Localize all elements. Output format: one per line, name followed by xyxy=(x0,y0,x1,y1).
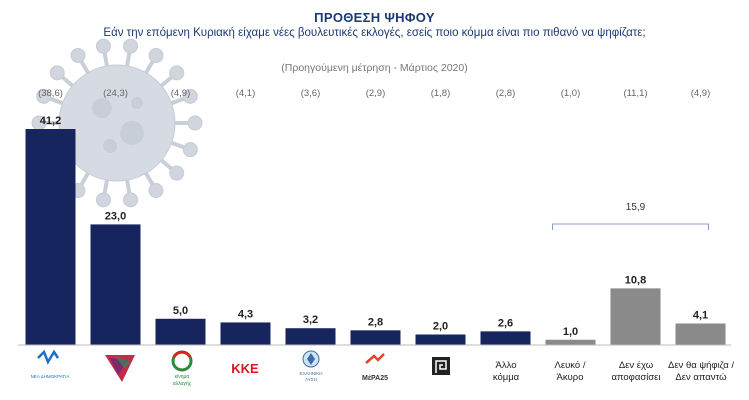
kinal-logo-text-1: κίνημα xyxy=(175,374,190,380)
bar-10 xyxy=(675,323,726,345)
previous-value-label: (38,6) xyxy=(38,88,63,99)
previous-value-label: (1,0) xyxy=(561,88,581,99)
bar-value-label: 4,3 xyxy=(238,308,253,320)
bar-4 xyxy=(285,328,336,345)
x-label-novote-2: Δεν απαντώ xyxy=(675,372,727,383)
bar-5 xyxy=(350,330,401,345)
chart-subtitle: Εάν την επόμενη Κυριακή είχαμε νέες βουλ… xyxy=(103,27,646,39)
bar-3 xyxy=(220,322,271,345)
nd-logo-text: ΝΕΑ ΔΗΜΟΚΡΑΤΙΑ xyxy=(31,374,70,379)
coronavirus-watermark-icon xyxy=(31,38,203,208)
bracket-line xyxy=(552,223,709,230)
bar-9 xyxy=(610,288,661,345)
bar-value-label: 3,2 xyxy=(303,314,318,326)
x-label-undecided-1: Δεν έχω xyxy=(619,360,654,371)
bracket-label: 15,9 xyxy=(626,202,646,213)
bar-value-label: 2,8 xyxy=(368,316,383,328)
previous-value-label: (1,8) xyxy=(431,88,451,99)
x-label-novote-1: Δεν θα ψήφιζα / xyxy=(668,360,734,371)
previous-value-label: (2,8) xyxy=(496,88,516,99)
previous-value-label: (3,6) xyxy=(301,88,321,99)
bar-value-label: 23,0 xyxy=(105,210,126,222)
elliniki-logo-text-1: ΕΛΛΗΝΙΚΗ xyxy=(299,371,322,376)
bar-2 xyxy=(155,318,206,345)
bar-value-label: 2,0 xyxy=(433,321,448,333)
previous-value-label: (4,9) xyxy=(171,88,191,99)
kke-logo-text: ΚΚΕ xyxy=(231,361,259,376)
previous-value-label: (4,9) xyxy=(691,88,711,99)
x-label-undecided-2: αποφασίσει xyxy=(611,372,660,383)
bar-6 xyxy=(415,334,466,345)
xrysi-avgi-logo-icon xyxy=(432,357,450,375)
chart-title: ΠΡΟΘΕΣΗ ΨΗΦΟΥ xyxy=(314,10,435,25)
elliniki-logo-text-2: ΛΥΣΗ xyxy=(305,377,317,382)
x-label-other-2: κόμμα xyxy=(493,372,520,383)
previous-value-label: (4,1) xyxy=(236,88,256,99)
bar-value-label: 4,1 xyxy=(693,310,708,322)
syriza-logo-icon xyxy=(105,355,135,382)
previous-value-label: (24,3) xyxy=(103,88,128,99)
bar-8 xyxy=(545,339,596,345)
bar-0 xyxy=(25,129,76,345)
previous-value-label: (2,9) xyxy=(366,88,386,99)
x-label-other-1: Άλλο xyxy=(496,360,517,371)
bar-7 xyxy=(480,331,531,345)
bar-value-label: 10,8 xyxy=(625,274,646,286)
mera25-logo-text: ΜέΡΑ25 xyxy=(362,375,388,382)
previous-measurement-note: (Προηγούμενη μέτρηση - Μάρτιος 2020) xyxy=(281,62,468,74)
bar-1 xyxy=(90,224,141,345)
x-label-blank-2: Άκυρο xyxy=(557,372,584,383)
mera25-logo-icon: ΜέΡΑ25 xyxy=(362,353,388,382)
previous-value-label: (11,1) xyxy=(623,88,647,99)
bar-value-label: 1,0 xyxy=(563,326,578,338)
bar-value-label: 2,6 xyxy=(498,317,513,329)
kinal-logo-icon: κίνημα αλλαγής xyxy=(171,350,193,387)
kinal-logo-text-2: αλλαγής xyxy=(173,380,192,387)
bar-value-label: 5,0 xyxy=(173,305,188,317)
nd-logo-icon: ΝΕΑ ΔΗΜΟΚΡΑΤΙΑ xyxy=(31,349,70,379)
x-label-blank-1: Λευκό / xyxy=(555,360,586,371)
bar-value-label: 41,2 xyxy=(40,115,61,127)
elliniki-lysi-logo-icon: ΕΛΛΗΝΙΚΗ ΛΥΣΗ xyxy=(299,350,323,382)
kke-logo-icon: ΚΚΕ xyxy=(231,361,259,376)
